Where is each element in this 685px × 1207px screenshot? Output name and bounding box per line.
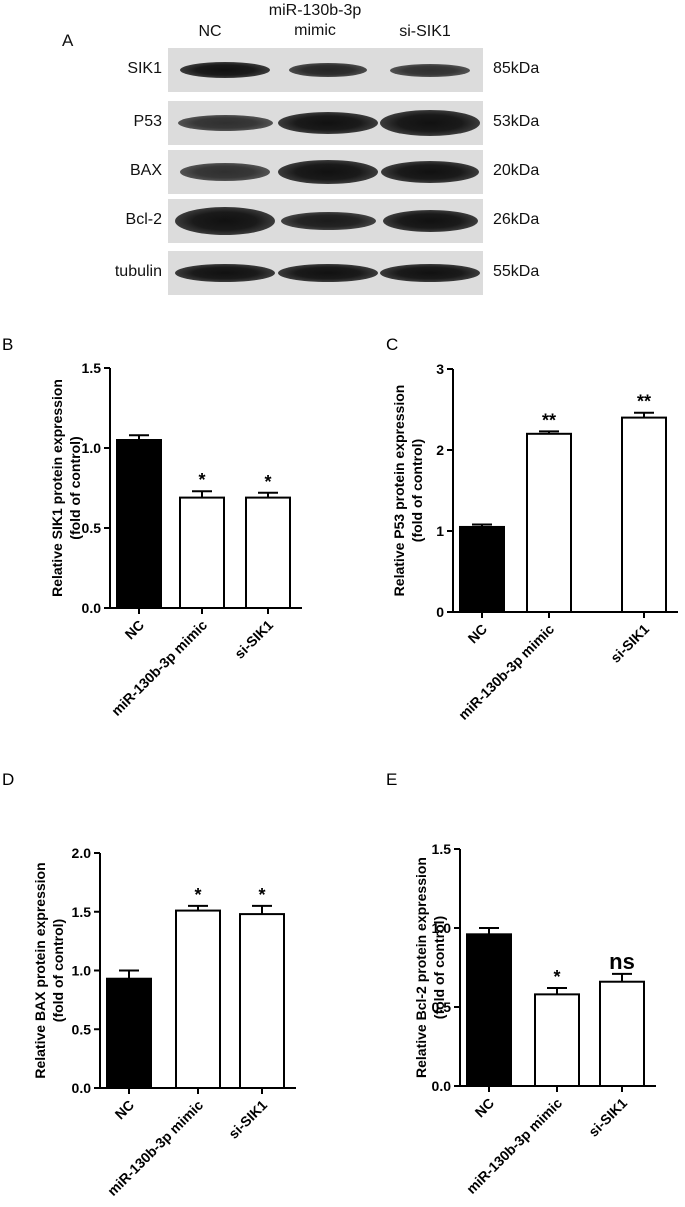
kda-label-tubulin: 55kDa — [493, 263, 540, 280]
y-axis-label-2: (fold of control) — [431, 916, 447, 1019]
category-label: NC — [111, 1097, 137, 1123]
bar-3 — [239, 913, 285, 1089]
y-tick-label: 0.0 — [432, 1078, 452, 1094]
bar-2 — [526, 432, 572, 613]
kda-label-bax: 20kDa — [493, 162, 540, 179]
lane-label-si: si-SIK1 — [399, 23, 451, 40]
band-tubulin-lane-2 — [278, 264, 378, 282]
band-sik1-lane-1 — [180, 62, 270, 78]
lane-label-mimic: miR-130b-3p mimic — [255, 1, 375, 41]
band-tubulin-lane-3 — [380, 264, 480, 282]
y-axis-label: Relative P53 protein expression — [391, 385, 407, 597]
significance-label: * — [553, 967, 560, 987]
y-tick-label: 0.5 — [82, 520, 102, 536]
y-tick-label: 1.5 — [432, 841, 452, 857]
y-tick-label: 1.0 — [82, 440, 102, 456]
blot-row-sik1 — [168, 48, 483, 92]
band-label-bax: BAX — [129, 162, 162, 179]
bar-1 — [459, 525, 505, 613]
bar-3 — [599, 980, 645, 1087]
category-label: si-SIK1 — [225, 1097, 270, 1142]
significance-label: * — [264, 472, 271, 492]
bar-2 — [534, 993, 580, 1087]
chart-b: B 0.0 0.5 1.0 1.5 Relative SIK1 protein expre… — [2, 335, 302, 719]
category-label: NC — [464, 621, 490, 647]
band-bcl-2-lane-3 — [382, 210, 478, 232]
band-p53-lane-2 — [278, 112, 378, 134]
band-label-tubulin: tubulin — [114, 263, 162, 280]
bar-2 — [179, 496, 225, 610]
band-p53-lane-3 — [380, 110, 480, 136]
bar-2 — [175, 909, 221, 1089]
panel-letter-b: B — [2, 335, 13, 354]
band-bcl-2-lane-2 — [280, 212, 376, 230]
y-tick-label: 0.0 — [72, 1080, 92, 1096]
significance-label: ** — [637, 392, 651, 412]
kda-label-bcl-2: 26kDa — [493, 211, 540, 228]
lane-label-mimic-line2: mimic — [294, 22, 336, 39]
kda-label-sik1: 85kDa — [493, 60, 540, 77]
y-tick-label: 1.0 — [72, 963, 92, 979]
significance-label: * — [198, 470, 205, 490]
kda-label-p53: 53kDa — [493, 113, 540, 130]
chart-c: C 0 1 2 3 Relative P53 protein expression (fol… — [386, 335, 678, 723]
y-tick-label: 1.0 — [432, 920, 452, 936]
category-label: NC — [471, 1095, 497, 1121]
significance-label: ns — [609, 949, 635, 974]
category-label: si-SIK1 — [607, 621, 652, 666]
blot-row-tubulin — [168, 251, 483, 295]
bar-3 — [621, 416, 667, 613]
y-axis-label: Relative Bcl-2 protein expression — [413, 857, 429, 1078]
bar-1 — [466, 933, 512, 1087]
y-tick-label: 1.5 — [82, 360, 102, 376]
bar-3 — [245, 496, 291, 610]
y-tick-label: 1.5 — [72, 904, 92, 920]
y-tick-label: 1 — [436, 523, 444, 539]
category-label: si-SIK1 — [231, 617, 276, 662]
band-p53-lane-1 — [177, 115, 273, 131]
y-tick-label: 3 — [436, 361, 444, 377]
y-axis-label: Relative BAX protein expression — [32, 862, 48, 1078]
band-sik1-lane-2 — [289, 63, 367, 77]
band-bcl-2-lane-1 — [175, 207, 275, 235]
band-bax-lane-2 — [278, 160, 378, 184]
blot-row-bax — [168, 150, 483, 194]
panel-letter-d: D — [2, 770, 14, 789]
bar-1 — [116, 439, 162, 609]
category-label: si-SIK1 — [585, 1095, 630, 1140]
band-label-sik1: SIK1 — [127, 60, 162, 77]
category-label: NC — [121, 617, 147, 643]
significance-label: * — [194, 885, 201, 905]
y-axis-label-2: (fold of control) — [409, 439, 425, 542]
significance-label: ** — [542, 410, 556, 430]
y-tick-label: 0.5 — [432, 999, 452, 1015]
band-tubulin-lane-1 — [175, 264, 275, 282]
chart-d: D 0.0 0.5 1.0 1.5 2.0 Relative BAX protein exp… — [2, 770, 296, 1199]
lane-label-nc: NC — [198, 23, 222, 40]
y-tick-label: 2.0 — [72, 845, 92, 861]
y-tick-label: 0.0 — [82, 600, 102, 616]
blot-row-p53 — [168, 101, 483, 145]
band-label-bcl-2: Bcl-2 — [125, 211, 162, 228]
band-bax-lane-3 — [381, 161, 479, 183]
bar-1 — [106, 977, 152, 1090]
band-bax-lane-1 — [180, 163, 270, 181]
band-sik1-lane-3 — [390, 63, 470, 77]
panel-letter-e: E — [386, 770, 397, 789]
panel-letter-c: C — [386, 335, 398, 354]
y-tick-label: 2 — [436, 442, 444, 458]
y-axis-label-2: (fold of control) — [50, 919, 66, 1022]
y-axis-label-2: (fold of control) — [67, 436, 83, 539]
band-label-p53: P53 — [133, 113, 162, 130]
lane-label-mimic-line1: miR-130b-3p — [268, 2, 362, 19]
significance-label: * — [258, 885, 265, 905]
blot-row-bcl-2 — [168, 199, 483, 243]
y-tick-label: 0.5 — [72, 1021, 92, 1037]
y-tick-label: 0 — [436, 604, 444, 620]
panel-letter-a: A — [62, 31, 74, 50]
y-axis-label: Relative SIK1 protein expression — [49, 379, 65, 597]
